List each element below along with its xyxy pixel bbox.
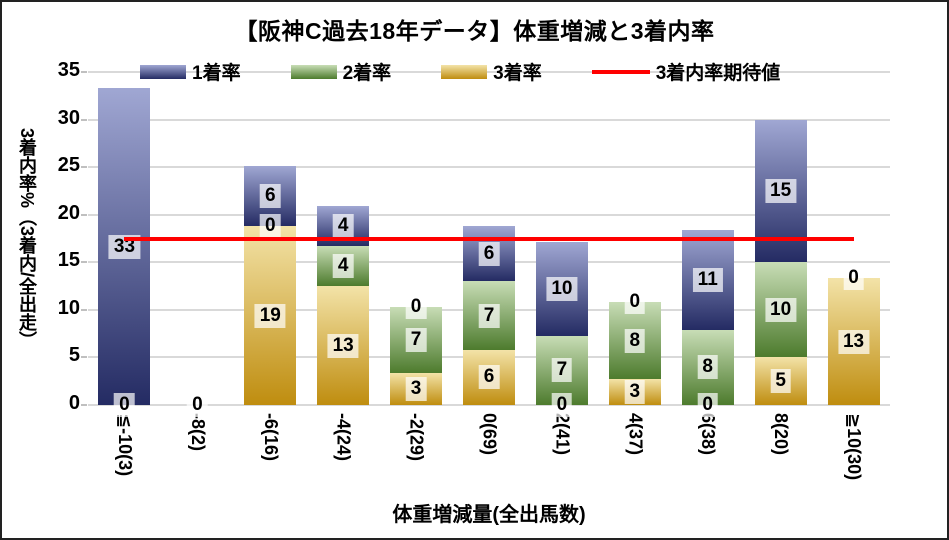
y-tick-label: 10 xyxy=(57,296,80,319)
bar-value-label-3着率: 0 xyxy=(551,393,573,417)
bar-value-label-1着率: 15 xyxy=(765,178,797,203)
legend-label: 3着率 xyxy=(493,63,542,84)
y-tick-label: 20 xyxy=(57,201,80,224)
x-tick-label: -8(2) xyxy=(187,413,208,452)
bar-value-label-3着率: 13 xyxy=(837,329,870,354)
x-tick-label: -4(24) xyxy=(333,413,354,462)
bar-value-label-1着率: 6 xyxy=(478,241,500,266)
bar-value-label-2着率: 8 xyxy=(697,355,719,380)
legend-item: 2着率 xyxy=(290,58,392,85)
x-tick-label: 0(69) xyxy=(479,413,500,456)
y-axis-title: 3着内率%（3着内/全出走） xyxy=(17,127,37,350)
axis-tick xyxy=(81,213,87,216)
y-tick-label: 0 xyxy=(68,392,80,414)
legend-color-swatch xyxy=(140,64,186,79)
bar-value-label-3着率: 19 xyxy=(254,303,286,328)
bar-value-label-1着率: 11 xyxy=(692,267,723,292)
bar-value-label-1着率: 4 xyxy=(332,214,354,239)
bar-value-label-3着率: 0 xyxy=(697,393,719,417)
plot-area: 0 33 0 19 0 6 13 4 4 3 7 0 6 7 6 0 7 10 3 8 0 0 8 11 5 10 15 13 0 xyxy=(81,71,890,417)
axis-tick xyxy=(81,71,87,73)
legend-item: 3着率 xyxy=(441,58,542,85)
axis-tick xyxy=(81,356,87,359)
y-tick-label: 5 xyxy=(68,344,80,367)
legend-label: 1着率 xyxy=(192,63,241,84)
y-tick-label: 15 xyxy=(57,249,80,272)
legend-color-swatch xyxy=(290,64,337,79)
axis-tick xyxy=(81,261,87,264)
legend-item: 1着率 xyxy=(140,58,241,85)
bar-value-label-2着率: 8 xyxy=(624,328,646,353)
x-tick-label: 8(20) xyxy=(771,413,792,456)
axis-tick xyxy=(81,166,87,169)
x-tick-label: 6(38) xyxy=(698,413,719,456)
x-tick-label: ≦-10(3) xyxy=(114,413,135,477)
bar-value-label-2着率: 4 xyxy=(332,254,354,279)
gridline xyxy=(88,213,890,216)
bar-value-label-3着率: 0 xyxy=(114,393,135,417)
bar-value-label-3着率: 0 xyxy=(187,393,208,417)
bar-value-label-3着率: 3 xyxy=(405,376,427,401)
bar-value-label-3着率: 3 xyxy=(624,380,646,405)
bar-value-label-2着率: 0 xyxy=(843,266,864,291)
x-tick-label: -2(29) xyxy=(406,413,427,462)
bar-value-label-3着率: 13 xyxy=(327,333,359,358)
bar-value-label-3着率: 5 xyxy=(770,369,791,394)
x-axis-title: 体重増減量(全出馬数) xyxy=(392,504,586,526)
gridline xyxy=(88,71,890,73)
legend-color-swatch xyxy=(441,64,488,79)
bar-value-label-2着率: 0 xyxy=(259,214,281,239)
bar-value-label-1着率: 0 xyxy=(624,290,646,315)
x-tick-label: 2(41) xyxy=(552,413,573,456)
legend: 1着率 2着率 3着率 3着内率期待値 xyxy=(140,58,780,85)
y-tick-label: 30 xyxy=(57,106,80,129)
legend-label: 3着内率期待値 xyxy=(655,63,781,84)
bar-value-label-1着率: 0 xyxy=(405,295,427,320)
bar-value-label-1着率: 6 xyxy=(259,184,281,209)
y-tick-label: 25 xyxy=(57,154,80,177)
axis-tick xyxy=(81,404,87,406)
y-tick-label: 35 xyxy=(57,59,80,81)
bar-value-label-2着率: 10 xyxy=(765,297,797,322)
x-tick-label: -6(16) xyxy=(260,413,281,462)
x-tick-label: 4(37) xyxy=(625,413,646,456)
chart-title: 【阪神C過去18年データ】体重増減と3着内率 xyxy=(234,18,715,44)
bar-value-label-2着率: 7 xyxy=(405,327,427,352)
axis-tick xyxy=(81,308,87,311)
gridline xyxy=(88,166,890,169)
bar-value-label-2着率: 7 xyxy=(478,303,500,328)
expected-value-line xyxy=(124,236,854,241)
x-tick-label: ≧10(30) xyxy=(844,413,865,481)
bar-value-label-1着率: 10 xyxy=(546,276,578,301)
bar-value-label-3着率: 6 xyxy=(478,365,500,390)
legend-label: 2着率 xyxy=(342,63,392,84)
bar-value-label-2着率: 7 xyxy=(551,358,573,383)
axis-tick xyxy=(81,118,87,121)
gridline xyxy=(88,404,890,406)
gridline xyxy=(88,118,890,121)
legend-line-sample xyxy=(591,69,650,74)
legend-item: 3着内率期待値 xyxy=(591,58,781,85)
